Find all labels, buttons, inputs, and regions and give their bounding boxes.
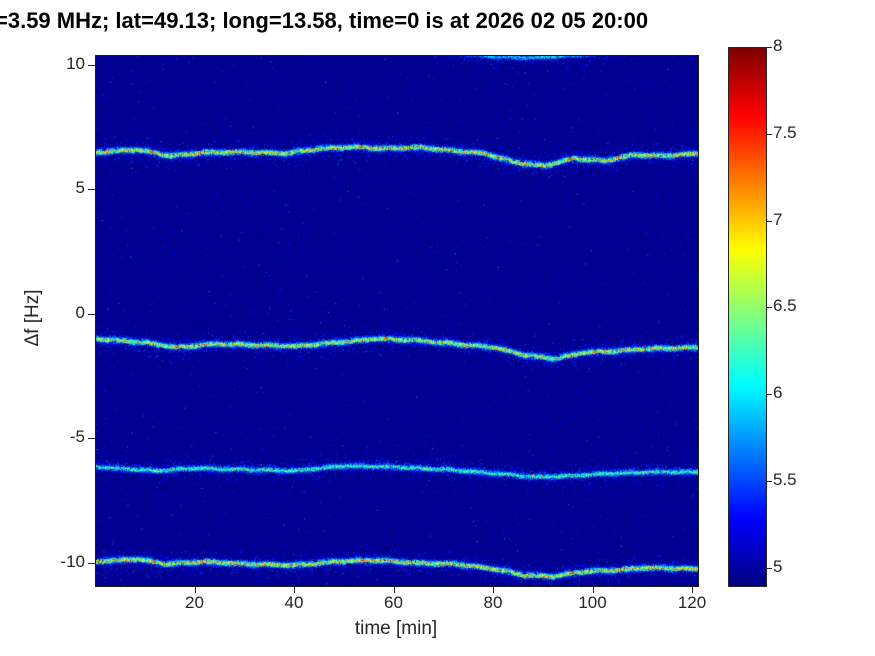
- x-tick-mark: [592, 586, 594, 593]
- x-tick-label: 80: [483, 593, 503, 612]
- colorbar-tick-mark: [767, 480, 772, 482]
- x-tick-mark: [393, 586, 395, 593]
- x-tick-label: 40: [284, 593, 304, 612]
- colorbar-tick-mark: [767, 567, 772, 569]
- spectrogram-canvas: [95, 55, 699, 587]
- y-tick-label: 10: [66, 53, 85, 73]
- x-tick-mark: [194, 586, 196, 593]
- y-tick-mark: [88, 438, 95, 440]
- colorbar-tick-label: 7: [773, 209, 783, 229]
- chart-title: =3.59 MHz; lat=49.13; long=13.58, time=0…: [0, 8, 649, 33]
- colorbar: [728, 47, 767, 587]
- x-tick-label: 120: [677, 593, 707, 612]
- y-tick-mark: [88, 313, 95, 315]
- x-axis-label: time [min]: [354, 618, 438, 639]
- colorbar-tick-mark: [767, 133, 772, 135]
- y-tick-mark: [88, 189, 95, 191]
- y-tick-label: 5: [75, 178, 85, 198]
- x-tick-mark: [692, 586, 694, 593]
- x-tick-label: 100: [578, 593, 607, 612]
- x-tick-label: 20: [185, 593, 204, 612]
- colorbar-tick-mark: [767, 307, 772, 309]
- y-tick-label: -10: [60, 551, 85, 571]
- colorbar-tick-mark: [767, 220, 772, 222]
- colorbar-tick-mark: [767, 47, 772, 48]
- x-tick-mark: [294, 586, 295, 593]
- colorbar-tick-label: 5: [773, 556, 783, 576]
- colorbar-tick-label: 8: [773, 36, 783, 55]
- y-tick-mark: [88, 562, 95, 564]
- x-tick-label: 60: [384, 593, 403, 612]
- y-tick-label: -5: [69, 427, 85, 447]
- colorbar-tick-label: 6: [773, 383, 783, 403]
- y-tick-label: 0: [75, 302, 85, 322]
- colorbar-tick-mark: [767, 394, 772, 396]
- x-tick-mark: [493, 586, 495, 593]
- y-tick-mark: [88, 64, 95, 66]
- colorbar-tick-label: 7.5: [773, 122, 797, 142]
- colorbar-tick-label: 5.5: [773, 469, 797, 489]
- colorbar-tick-label: 6.5: [773, 296, 797, 316]
